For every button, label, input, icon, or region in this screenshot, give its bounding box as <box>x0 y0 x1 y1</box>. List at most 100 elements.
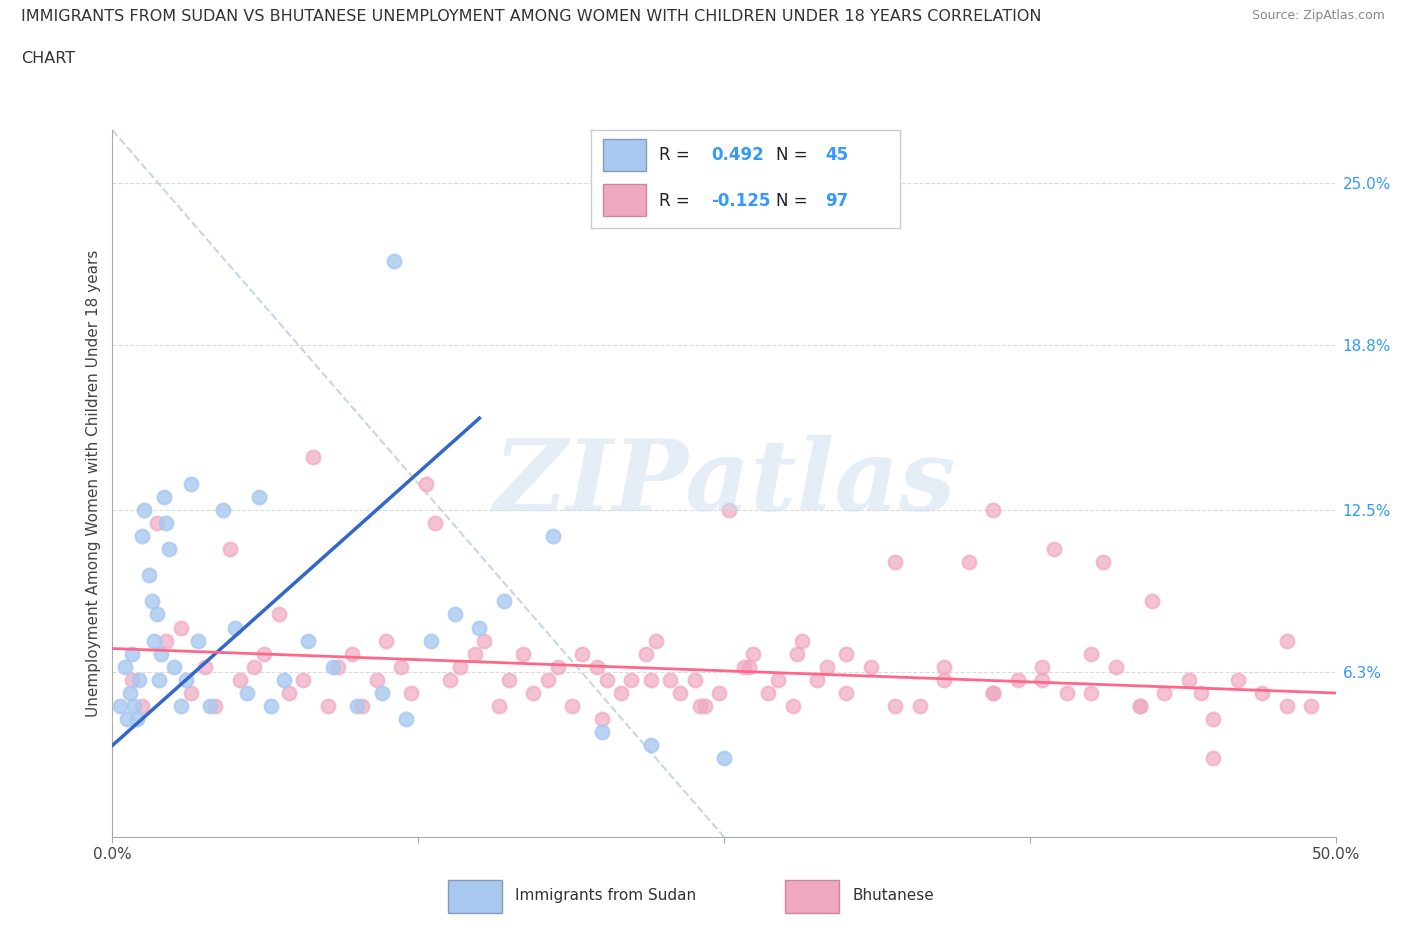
Point <box>835 685 858 700</box>
Point <box>884 698 907 713</box>
Point <box>277 685 299 700</box>
Point <box>174 672 197 687</box>
FancyBboxPatch shape <box>603 139 647 171</box>
Point <box>1031 659 1053 674</box>
Point <box>382 254 405 269</box>
Point <box>815 659 838 674</box>
Point <box>211 502 233 517</box>
Point <box>131 528 153 543</box>
Text: Immigrants from Sudan: Immigrants from Sudan <box>515 887 696 903</box>
Point <box>792 633 814 648</box>
Point <box>640 737 662 752</box>
Point <box>1142 594 1164 609</box>
Point <box>835 646 858 661</box>
Point <box>786 646 808 661</box>
Point <box>981 502 1004 517</box>
Point <box>150 646 173 661</box>
Point <box>1153 685 1175 700</box>
Point <box>121 646 143 661</box>
Text: Source: ZipAtlas.com: Source: ZipAtlas.com <box>1251 9 1385 22</box>
Point <box>370 685 392 700</box>
Point <box>326 659 349 674</box>
Point <box>366 672 388 687</box>
Point <box>128 672 150 687</box>
Point <box>981 685 1004 700</box>
Point <box>187 633 209 648</box>
Point <box>713 751 735 766</box>
Point <box>1080 646 1102 661</box>
Text: N =: N = <box>776 192 813 209</box>
Text: 0.492: 0.492 <box>711 146 763 164</box>
Point <box>153 489 176 504</box>
Point <box>134 502 156 517</box>
Point <box>669 685 692 700</box>
Point <box>709 685 731 700</box>
Point <box>163 659 186 674</box>
Point <box>1104 659 1126 674</box>
Point <box>292 672 315 687</box>
Point <box>464 646 486 661</box>
Point <box>689 698 711 713</box>
Point <box>194 659 217 674</box>
Point <box>180 476 202 491</box>
Point <box>346 698 368 713</box>
Point <box>399 685 422 700</box>
Point <box>1202 751 1225 766</box>
Text: 97: 97 <box>825 192 849 209</box>
Point <box>1129 698 1152 713</box>
Point <box>537 672 560 687</box>
Point <box>243 659 266 674</box>
Point <box>610 685 633 700</box>
Point <box>766 672 789 687</box>
Text: Bhutanese: Bhutanese <box>852 887 935 903</box>
Y-axis label: Unemployment Among Women with Children Under 18 years: Unemployment Among Women with Children U… <box>86 250 101 717</box>
Point <box>1007 672 1029 687</box>
FancyBboxPatch shape <box>447 880 502 913</box>
FancyBboxPatch shape <box>785 880 839 913</box>
Point <box>145 607 167 622</box>
Point <box>634 646 657 661</box>
Point <box>170 698 193 713</box>
Point <box>419 633 441 648</box>
Point <box>586 659 609 674</box>
Point <box>591 711 613 726</box>
Point <box>180 685 202 700</box>
Text: R =: R = <box>658 146 695 164</box>
Point <box>121 672 143 687</box>
Point <box>155 515 177 530</box>
Point <box>219 541 242 556</box>
Text: 45: 45 <box>825 146 849 164</box>
Point <box>247 489 270 504</box>
Point <box>375 633 398 648</box>
Point <box>659 672 682 687</box>
Text: IMMIGRANTS FROM SUDAN VS BHUTANESE UNEMPLOYMENT AMONG WOMEN WITH CHILDREN UNDER : IMMIGRANTS FROM SUDAN VS BHUTANESE UNEMP… <box>21 9 1042 24</box>
Point <box>224 620 246 635</box>
Point <box>297 633 319 648</box>
Point <box>934 659 956 674</box>
Point <box>488 698 510 713</box>
Point <box>260 698 283 713</box>
Point <box>439 672 461 687</box>
Point <box>273 672 295 687</box>
Point <box>108 698 131 713</box>
Point <box>1202 711 1225 726</box>
Point <box>492 594 515 609</box>
Point <box>155 633 177 648</box>
Point <box>415 476 437 491</box>
Point <box>1031 672 1053 687</box>
Point <box>1178 672 1201 687</box>
Point <box>1275 698 1298 713</box>
Point <box>1189 685 1212 700</box>
Point <box>693 698 716 713</box>
Point <box>200 698 222 713</box>
Text: N =: N = <box>776 146 813 164</box>
Point <box>316 698 339 713</box>
Point <box>449 659 471 674</box>
Point <box>228 672 250 687</box>
Point <box>522 685 544 700</box>
Point <box>561 698 583 713</box>
Point <box>468 620 491 635</box>
Point <box>1080 685 1102 700</box>
Point <box>170 620 193 635</box>
Point <box>302 450 325 465</box>
